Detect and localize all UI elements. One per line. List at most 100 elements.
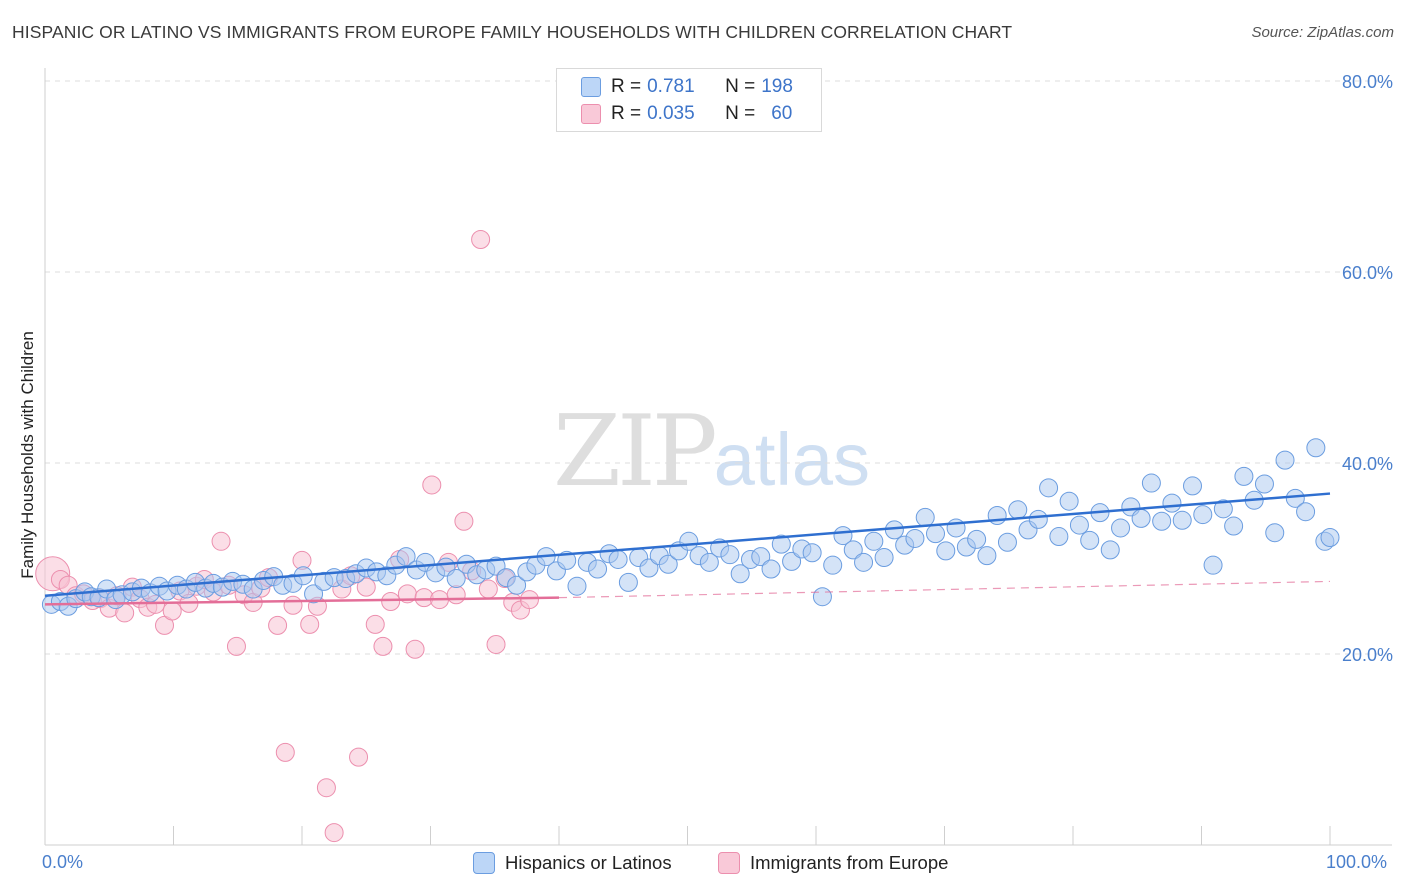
zipatlas-watermark: ZIPatlas [553,395,870,509]
europe-point [381,591,401,611]
legend-n-value: 60 [771,103,793,124]
legend-r-value: 0.781 [647,76,695,97]
hispanic-point [915,507,935,527]
europe-point [349,747,369,767]
x-tick-label-max: 100.0% [1326,852,1388,872]
hispanic-point [977,546,997,566]
europe-point [324,823,344,843]
legend-row-europe: R = 0.035 N = 60 [581,102,792,126]
hispanic-point [557,550,577,570]
y-tick-label: 80.0% [1342,72,1393,92]
hispanic-point [782,551,802,571]
hispanic-point [1141,473,1161,493]
hispanic-point [936,541,956,561]
hispanic-point [967,529,987,549]
europe-trendline [44,596,560,606]
hispanic-point [1111,518,1131,538]
hispanic-point [843,540,863,560]
hispanic-point [588,559,608,579]
legend-item-label: Hispanics or Latinos [505,852,672,873]
europe-point [365,614,385,634]
hispanic-point [751,547,771,567]
hispanic-point [1213,499,1233,519]
legend-r-value: 0.035 [647,103,695,124]
europe-point [283,595,303,615]
legend-swatch-blue [581,77,601,97]
europe-point [422,475,442,495]
hispanic-point [1039,478,1059,498]
hispanic-point [1234,466,1254,486]
europe-point [519,590,539,610]
legend-r-label: R = [611,103,642,124]
x-tick-label-min: 0.0% [42,852,84,872]
hispanic-point [987,506,1007,526]
hispanic-point [1028,509,1048,529]
legend-swatch-pink [581,104,601,124]
hispanic-point [1172,510,1192,530]
legend-swatch-pink [718,852,740,874]
europe-point [226,636,246,656]
europe-point [454,511,474,531]
hispanic-point [1049,527,1069,547]
hispanic-point [567,576,587,596]
chart-title: HISPANIC OR LATINO VS IMMIGRANTS FROM EU… [12,22,1013,42]
europe-point [373,636,393,656]
hispanic-point [1152,511,1172,531]
legend-n-label: N = [725,103,756,124]
europe-point [268,615,288,635]
hispanic-point [874,548,894,568]
y-tick-label: 20.0% [1342,645,1393,665]
legend-item-label: Immigrants from Europe [750,852,949,873]
hispanic-point [1059,491,1079,511]
hispanic-point [854,552,874,572]
hispanic-point [1275,450,1295,470]
hispanic-point [1265,523,1285,543]
hispanic-point [1224,516,1244,536]
watermark-zip: ZIP [553,395,718,509]
hispanic-point [1193,505,1213,525]
hispanic-point [1080,530,1100,550]
europe-point [316,778,336,798]
europe-point [211,531,231,551]
hispanic-point [761,559,781,579]
hispanic-point [658,554,678,574]
hispanic-trendline [44,492,1331,597]
hispanic-point [1285,488,1305,508]
legend-row-hispanic: R = 0.781 N = 198 [581,75,793,99]
hispanic-point [1183,476,1203,496]
hispanic-point [618,572,638,592]
europe-point [162,601,182,621]
hispanic-point [823,555,843,575]
hispanic-point [730,564,750,584]
legend-r-label: R = [611,76,642,97]
series-legend: Hispanics or Latinos Immigrants from Eur… [0,852,1406,878]
hispanic-point [1320,527,1340,547]
hispanic-point [864,531,884,551]
hispanic-point [304,584,324,604]
hispanic-point [812,587,832,607]
hispanic-point [639,558,659,578]
hispanic-point [396,547,416,567]
hispanic-point [997,532,1017,552]
europe-point [356,577,376,597]
hispanic-point [802,543,822,563]
hispanic-point [1254,474,1274,494]
europe-point [405,639,425,659]
y-tick-label: 40.0% [1342,454,1393,474]
y-tick-label: 60.0% [1342,263,1393,283]
stats-legend: R = 0.781 N = 198 R = 0.035 N = 60 [556,68,822,132]
europe-point [471,230,491,250]
hispanic-point [1008,500,1028,520]
europe-point [300,614,320,634]
hispanic-point [608,549,628,569]
legend-item-hispanics: Hispanics or Latinos [473,852,672,874]
source-label: Source: ZipAtlas.com [1251,24,1394,41]
hispanic-point [1131,508,1151,528]
hispanic-point [1306,438,1326,458]
watermark-atlas: atlas [713,418,871,501]
hispanic-point [507,575,527,595]
europe-trendline-extension [558,580,1331,599]
europe-point [486,634,506,654]
hispanic-point [1100,540,1120,560]
